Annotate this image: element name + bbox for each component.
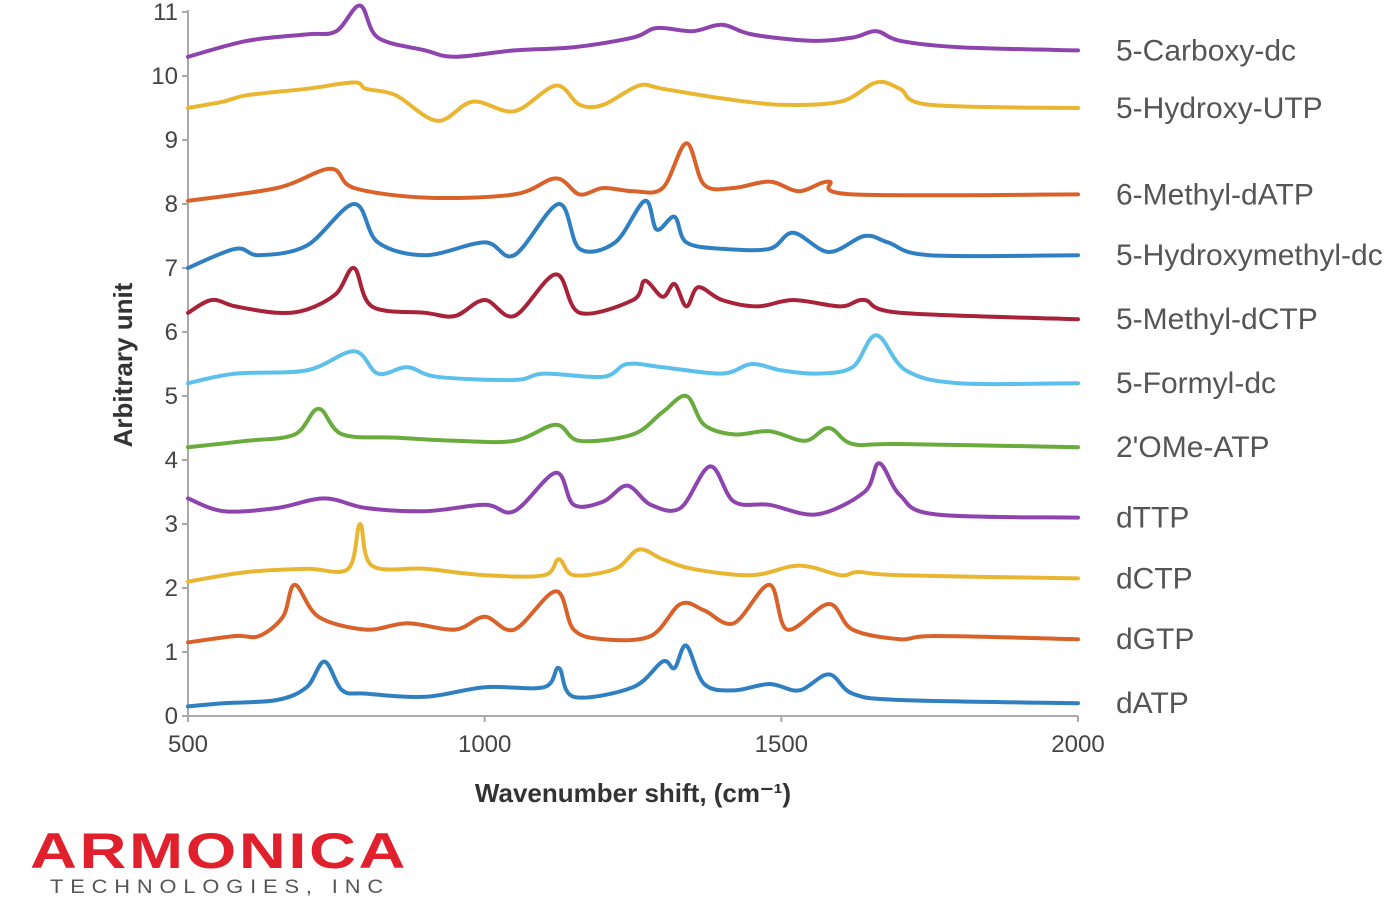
x-ticks: 500 1000 1500 2000 [168,716,1105,758]
trace-5-carboxy-dc [186,3,1080,59]
y-tick-label: 7 [165,255,178,282]
trace-datp [186,643,1080,709]
y-tick-label: 4 [165,447,178,474]
y-tick-label: 8 [165,191,178,218]
trace-6-methyl-datp [186,141,1080,203]
series-label: 5-Carboxy-dc [1116,34,1296,67]
series-label: dCTP [1116,562,1193,595]
trace-5-hydroxymethyl-dc [186,198,1080,270]
x-tick-label: 1000 [458,731,511,758]
traces [186,3,1080,709]
x-axis-title: Wavenumber shift, (cm⁻¹) [475,778,791,808]
y-tick-label: 1 [165,639,178,666]
series-label: 5-Hydroxymethyl-dc [1116,239,1383,272]
trace-dctp [186,521,1080,584]
series-label: dGTP [1116,623,1194,656]
x-tick-label: 500 [168,731,208,758]
trace-5-methyl-dctp [186,266,1080,322]
axes [187,10,1078,717]
company-logo: ARMONICA TECHNOLOGIES, INC [30,823,408,898]
series-label: 5-Formyl-dc [1116,367,1276,400]
logo-subtitle: TECHNOLOGIES, INC [50,877,390,898]
trace-5-formyl-dc [186,333,1080,387]
trace-dgtp [186,582,1080,645]
y-tick-label: 9 [165,127,178,154]
y-tick-label: 6 [165,319,178,346]
x-tick-label: 2000 [1051,731,1104,758]
y-tick-label: 11 [153,0,178,26]
trace-dttp [186,461,1080,520]
series-label: 5-Methyl-dCTP [1116,303,1318,336]
y-tick-label: 3 [165,511,178,538]
series-label: dTTP [1116,502,1189,535]
y-tick-label: 5 [165,383,178,410]
series-label: 2'OMe-ATP [1116,431,1270,464]
series-label: 6-Methyl-dATP [1116,178,1314,211]
logo-wordmark: ARMONICA [30,823,408,879]
trace-5-hydroxy-utp [186,79,1080,123]
y-tick-label: 10 [151,63,178,90]
y-tick-label: 2 [165,575,178,602]
y-tick-label: 0 [165,703,178,730]
series-label: dATP [1116,687,1189,720]
x-tick-label: 1500 [755,731,808,758]
trace-2-ome-atp [186,393,1080,450]
series-labels: dATP dGTP dCTP dTTP 2'OMe-ATP 5-Formyl-dc 5-Me… [1116,34,1383,720]
series-label: 5-Hydroxy-UTP [1116,92,1323,125]
y-ticks: 0 1 2 3 4 5 6 7 8 9 10 11 [151,0,188,730]
y-axis-title: Arbitrary unit [108,282,138,447]
